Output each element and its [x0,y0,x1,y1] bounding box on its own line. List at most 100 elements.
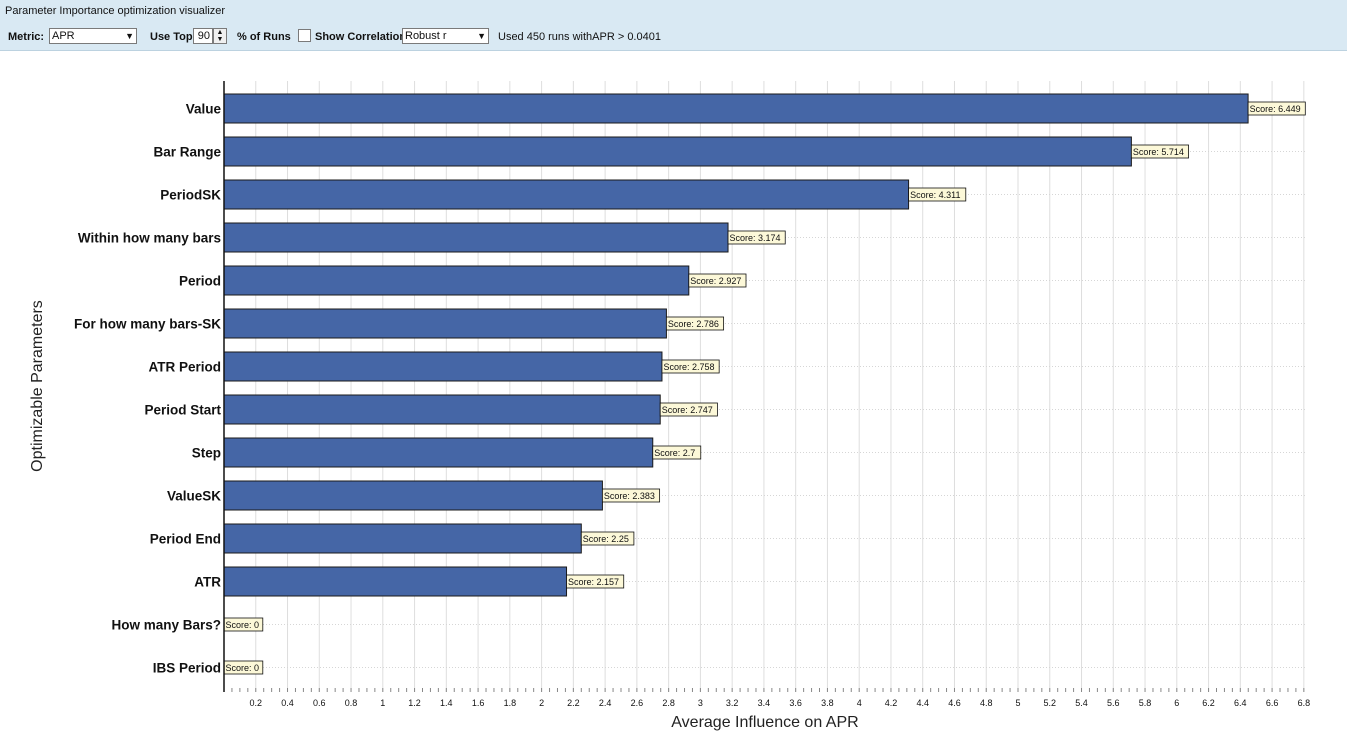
x-tick-label: 2.2 [567,698,580,708]
x-tick-label: 6.2 [1202,698,1215,708]
data-label-box [652,445,702,460]
x-tick-label: 0.2 [250,698,263,708]
x-tick-label: 1 [380,698,385,708]
bar [223,394,661,425]
data-label: Score: 2.758 [663,362,714,372]
category-label: Period [179,274,221,289]
bar [223,93,1249,124]
x-tick-label: 2.4 [599,698,612,708]
data-label: Score: 2.7 [654,448,695,458]
category-label: Period Start [144,403,221,418]
x-tick-label: 6 [1174,698,1179,708]
data-label-box [566,574,625,589]
bar [223,437,654,468]
x-tick-label: 6.4 [1234,698,1247,708]
data-label-box [602,488,661,503]
x-tick-label: 1.8 [504,698,517,708]
x-tick-label: 5 [1015,698,1020,708]
x-tick-label: 3 [698,698,703,708]
use-top-input[interactable]: 90 [193,28,213,44]
x-tick-label: 2.6 [631,698,644,708]
x-tick-label: 2 [539,698,544,708]
category-label: IBS Period [153,661,221,676]
x-tick-label: 5.4 [1075,698,1088,708]
window-title: Parameter Importance optimization visual… [5,5,226,17]
chevron-down-icon: ▼ [477,31,486,41]
data-label-box [661,359,720,374]
data-label: Score: 6.449 [1250,104,1301,114]
category-label: For how many bars-SK [74,317,221,332]
x-tick-label: 5.6 [1107,698,1120,708]
x-tick-label: 5.2 [1044,698,1057,708]
data-label: Score: 2.786 [668,319,719,329]
category-label: PeriodSK [160,188,221,203]
metric-label: Metric: [8,31,45,43]
data-label: Score: 2.157 [568,577,619,587]
correlation-method-select[interactable]: Robust r ▼ [402,28,489,44]
category-label: Step [192,446,221,461]
metric-select[interactable]: APR ▼ [49,28,137,44]
x-tick-label: 4.6 [948,698,961,708]
x-tick-label: 4 [857,698,862,708]
data-label: Score: 3.174 [730,233,781,243]
show-correlation-checkbox[interactable] [298,29,311,42]
title-bar: Parameter Importance optimization visual… [0,0,1347,22]
data-label-box [1130,144,1189,159]
category-label: Value [186,102,222,117]
x-tick-label: 4.2 [885,698,898,708]
data-label: Score: 0 [226,620,260,630]
bar [223,179,910,210]
x-tick-label: 6.6 [1266,698,1279,708]
use-top-label: Use Top [150,31,193,43]
x-tick-label: 2.8 [662,698,675,708]
bar [223,308,667,339]
show-correlation-label[interactable]: Show Correlation [315,31,407,43]
data-label-box [688,273,747,288]
x-tick-label: 6.8 [1298,698,1311,708]
chart-area: Score: 6.449 Score: 5.714 Score: 4.311 Scor… [0,51,1347,738]
data-label-box [580,531,635,546]
x-tick-label: 5.8 [1139,698,1152,708]
x-tick-label: 0.8 [345,698,358,708]
x-tick-label: 3.6 [789,698,802,708]
bar [223,566,568,597]
status-text: Used 450 runs withAPR > 0.0401 [498,31,661,43]
use-top-stepper[interactable]: ▲ ▼ [213,28,227,44]
data-label-box [727,230,786,245]
toolbar: Metric: APR ▼ Use Top 90 ▲ ▼ % of Runs S… [0,22,1347,51]
data-label: Score: 2.25 [583,534,629,544]
category-label: How many Bars? [111,618,221,633]
bar [223,265,690,296]
category-label: ATR [194,575,221,590]
x-tick-label: 1.4 [440,698,453,708]
data-label: Score: 2.383 [604,491,655,501]
pct-runs-label: % of Runs [237,31,291,43]
metric-value: APR [52,30,75,42]
x-tick-label: 0.6 [313,698,326,708]
category-label: ATR Period [148,360,221,375]
data-label: Score: 0 [226,663,260,673]
data-label-box [908,187,967,202]
data-label: Score: 5.714 [1133,147,1184,157]
data-label-box [1247,101,1306,116]
x-tick-label: 0.4 [281,698,294,708]
category-label: Bar Range [153,145,221,160]
bar [223,351,663,382]
data-label: Score: 2.747 [662,405,713,415]
x-tick-label: 3.2 [726,698,739,708]
y-axis-title: Optimizable Parameters [29,300,46,472]
x-tick-label: 3.8 [821,698,834,708]
x-tick-label: 1.2 [408,698,421,708]
x-tick-label: 4.4 [916,698,929,708]
bar [223,523,582,554]
chevron-down-icon: ▼ [125,31,134,41]
importance-chart: Score: 6.449 Score: 5.714 Score: 4.311 Scor… [29,81,1311,731]
category-label: ValueSK [167,489,221,504]
bar [223,222,729,253]
x-tick-label: 3.4 [758,698,771,708]
data-label-box [659,402,718,417]
data-label-box [666,316,725,331]
arrow-up-icon[interactable]: ▲ [216,29,224,36]
x-tick-label: 1.6 [472,698,485,708]
arrow-down-icon[interactable]: ▼ [216,36,224,43]
